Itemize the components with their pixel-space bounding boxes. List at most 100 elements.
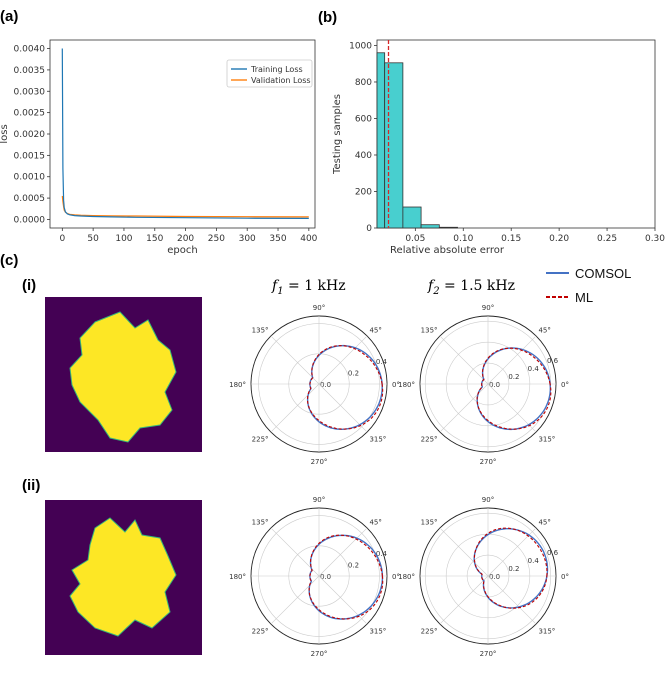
polar-spoke — [439, 335, 489, 385]
series-curve-ml — [473, 527, 548, 609]
x-tick-label: 0.05 — [405, 234, 425, 244]
angle-label: 90° — [313, 304, 325, 312]
x-tick-label: 0.15 — [501, 234, 521, 244]
y-tick-label: 0.0005 — [14, 194, 46, 204]
angle-label: 90° — [482, 496, 494, 504]
histogram-bar — [376, 52, 386, 229]
series-curve-ml — [308, 534, 384, 620]
polar-spoke — [439, 527, 489, 577]
angle-label: 180° — [229, 381, 246, 389]
x-tick-label: 0 — [59, 234, 65, 244]
y-tick-label: 200 — [355, 187, 372, 197]
y-tick-label: 0 — [366, 224, 372, 234]
x-tick-label: 300 — [239, 234, 256, 244]
polar-spoke — [270, 575, 320, 625]
histogram-bar — [384, 62, 404, 229]
angle-label: 315° — [538, 435, 555, 443]
shape-image-ii — [45, 500, 202, 655]
angle-label: 90° — [482, 304, 494, 312]
series-line-training — [61, 48, 309, 219]
polar-spoke — [318, 383, 368, 433]
y-tick-label: 600 — [355, 114, 372, 124]
angle-label: 0° — [392, 573, 400, 581]
radial-tick-label: 0.2 — [348, 369, 359, 377]
angle-label: 225° — [421, 627, 438, 635]
histogram-bar — [438, 226, 458, 229]
x-tick-label: 350 — [269, 234, 286, 244]
radial-tick-label: 0.0 — [320, 573, 331, 581]
shape-i — [69, 311, 177, 443]
polar-plot-2: 0.0 0.2 0.4 0.6 0° 45° 90° 135° 180° 225° 270° 315° — [398, 304, 569, 466]
radial-tick-label: 0.2 — [348, 561, 359, 569]
angle-label: 270° — [311, 650, 328, 658]
angle-label: 270° — [480, 458, 497, 466]
radial-tick-label: 0.4 — [528, 365, 540, 373]
x-tick-label: 150 — [146, 234, 163, 244]
polar-spoke — [487, 335, 537, 385]
y-tick-label: 0.0015 — [14, 151, 46, 161]
x-tick-label: 100 — [115, 234, 132, 244]
angle-label: 135° — [421, 519, 438, 527]
plot-frame — [376, 39, 656, 229]
x-tick-label: 250 — [208, 234, 225, 244]
panel-label-i: (i) — [22, 277, 36, 294]
polar-spoke — [318, 527, 368, 577]
polar-plot-3: 0.0 0.2 0.4 0° 45° 90° 135° 180° 225° 270° 315° — [229, 496, 400, 658]
panel-label-a: (a) — [0, 8, 18, 25]
y-tick-label: 0.0035 — [14, 66, 46, 76]
polar-spoke — [318, 335, 368, 385]
x-tick-label: 0.20 — [549, 234, 569, 244]
polar-spoke — [487, 575, 537, 625]
x-tick-label: 50 — [87, 234, 99, 244]
y-tick-label: 1000 — [349, 41, 372, 51]
x-tick-label: 200 — [177, 234, 194, 244]
angle-label: 0° — [392, 381, 400, 389]
angle-label: 0° — [561, 381, 569, 389]
radial-tick-label: 0.2 — [508, 565, 519, 573]
angle-label: 45° — [369, 519, 381, 527]
angle-label: 45° — [538, 519, 550, 527]
x-tick-label: 0.25 — [597, 234, 617, 244]
y-axis-label: Testing samples — [332, 94, 343, 175]
x-tick-label: 0.10 — [453, 234, 473, 244]
y-tick-label: 0.0010 — [14, 173, 46, 183]
y-tick-label: 0.0025 — [14, 109, 46, 119]
angle-label: 225° — [421, 435, 438, 443]
histogram-bar — [402, 206, 422, 229]
angle-label: 225° — [252, 627, 269, 635]
radial-tick-label: 0.0 — [320, 381, 331, 389]
angle-label: 180° — [398, 573, 415, 581]
polar-spoke — [439, 575, 489, 625]
histogram-bar — [420, 224, 440, 229]
x-axis-label: Relative absolute error — [390, 245, 505, 256]
angle-label: 135° — [421, 327, 438, 335]
polar-legend: COMSOL ML — [546, 266, 631, 305]
radial-tick-label: 0.0 — [489, 573, 500, 581]
polar-plot-1: 0.0 0.2 0.4 0° 45° 90° 135° 180° 225° 270° 315° — [229, 304, 400, 466]
polar-plot-4: 0.0 0.2 0.4 0.6 0° 45° 90° 135° 180° 225° 270° 315° — [398, 496, 569, 658]
legend-text-ml: ML — [575, 290, 593, 305]
y-tick-label: 0.0030 — [14, 87, 46, 97]
polar-plots: 0.0 0.2 0.4 0° 45° 90° 135° 180° 225° 270° 315° 0.0… — [229, 304, 569, 658]
radial-tick-label: 0.4 — [528, 557, 540, 565]
radial-tick-label: 0.2 — [508, 373, 519, 381]
error-histogram: 0.05 0.10 0.15 0.20 0.25 0.30 0 200 400 600 800 100… — [332, 39, 665, 256]
angle-label: 315° — [369, 627, 386, 635]
y-tick-label: 0.0020 — [14, 130, 46, 140]
angle-label: 45° — [538, 327, 550, 335]
radial-tick-label: 0.4 — [376, 550, 388, 558]
radial-tick-label: 0.0 — [489, 381, 500, 389]
y-tick-label: 0.0040 — [14, 45, 46, 55]
legend-entry: Validation Loss — [251, 76, 311, 85]
radial-tick-label: 0.6 — [547, 357, 559, 365]
legend-entry: Training Loss — [250, 65, 303, 74]
x-tick-label: 0.30 — [645, 234, 665, 244]
polar-spoke — [439, 383, 489, 433]
panel-label-c: (c) — [0, 252, 18, 269]
freq-label-f2: f2 = 1.5 kHz — [427, 278, 515, 297]
shape-image-i — [45, 297, 202, 452]
series-curve-ml — [476, 347, 552, 430]
angle-label: 315° — [369, 435, 386, 443]
y-tick-label: 800 — [355, 78, 372, 88]
